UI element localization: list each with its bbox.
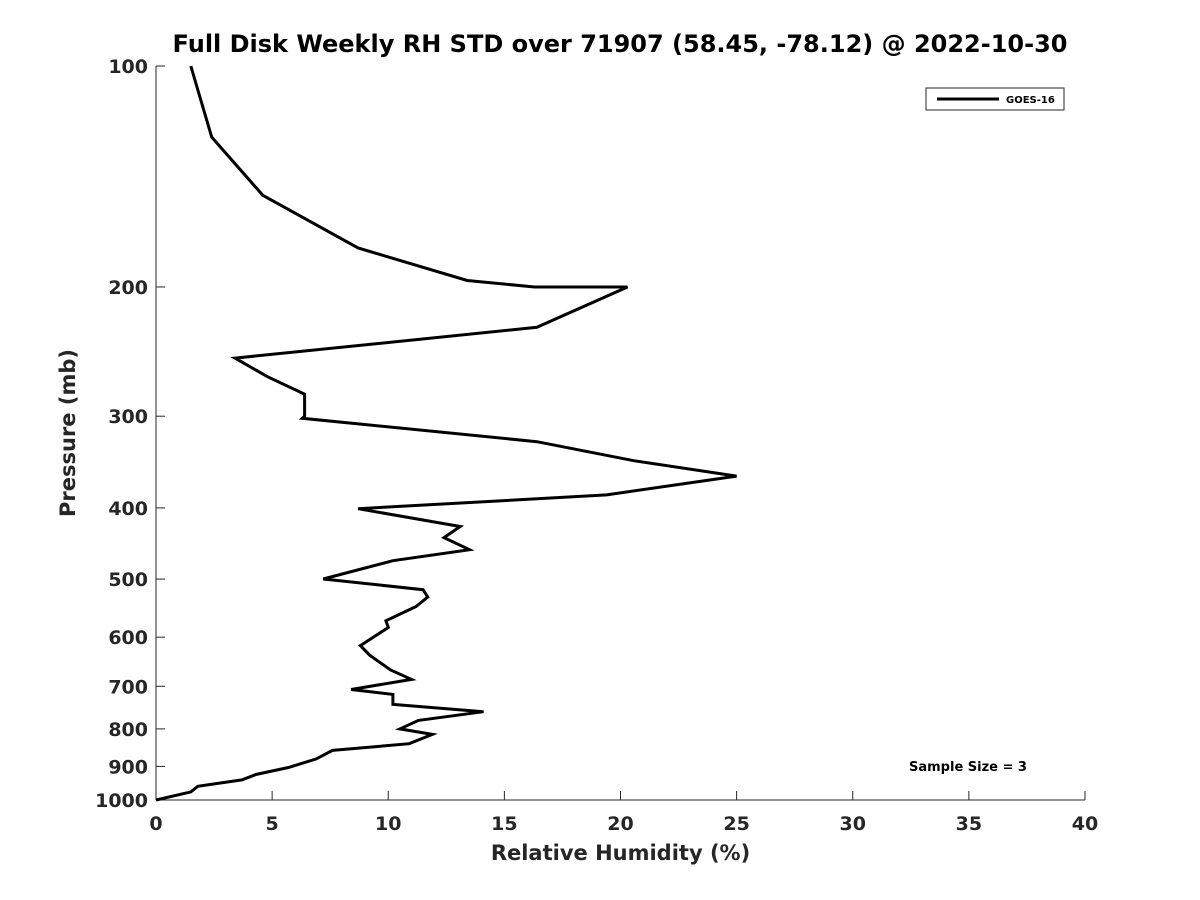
x-tick-label: 15 <box>491 813 517 835</box>
legend: GOES-16 <box>925 87 1065 111</box>
y-tick-label: 600 <box>108 627 148 649</box>
series-group <box>155 65 737 802</box>
legend-label-goes-16: GOES-16 <box>1006 95 1055 106</box>
x-tick-label: 20 <box>607 813 633 835</box>
y-axis-label: Pressure (mb) <box>56 349 80 517</box>
y-tick-label: 700 <box>108 676 148 698</box>
x-tick-label: 30 <box>840 813 866 835</box>
chart-title: Full Disk Weekly RH STD over 71907 (58.4… <box>172 30 1068 58</box>
series-line-goes-16 <box>155 65 737 802</box>
x-tick-label: 5 <box>266 813 279 835</box>
x-tick-label: 35 <box>956 813 982 835</box>
y-tick-label: 200 <box>108 277 148 299</box>
x-ticks: 0 5 10 15 20 25 30 35 40 <box>149 791 1098 835</box>
x-tick-label: 40 <box>1072 813 1098 835</box>
y-tick-label: 900 <box>108 756 148 778</box>
y-tick-label: 1000 <box>95 790 148 812</box>
y-tick-label: 400 <box>108 498 148 520</box>
y-tick-label: 500 <box>108 569 148 591</box>
x-tick-label: 25 <box>723 813 749 835</box>
y-ticks: 100 200 300 400 500 600 700 800 900 1000 <box>95 56 165 812</box>
axes <box>155 66 1085 801</box>
x-axis-label: Relative Humidity (%) <box>491 841 750 865</box>
x-tick-label: 0 <box>149 813 162 835</box>
sample-size-annotation: Sample Size = 3 <box>909 760 1027 775</box>
y-tick-label: 800 <box>108 719 148 741</box>
y-tick-label: 300 <box>108 406 148 428</box>
x-tick-label: 10 <box>375 813 401 835</box>
y-tick-label: 100 <box>108 56 148 78</box>
